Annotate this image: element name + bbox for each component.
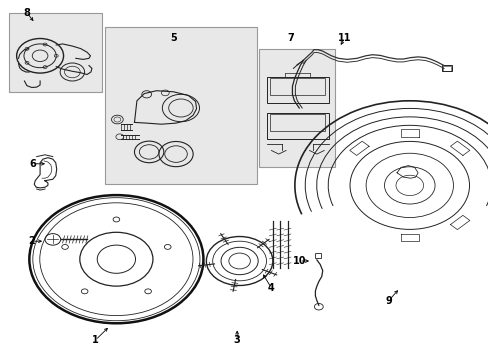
Bar — [270, 78, 325, 95]
Text: 2: 2 — [28, 236, 35, 246]
Bar — [259, 49, 334, 167]
Wedge shape — [270, 185, 488, 291]
Text: 11: 11 — [337, 33, 351, 43]
Text: 4: 4 — [267, 283, 274, 293]
Bar — [270, 114, 325, 131]
Text: 1: 1 — [92, 335, 99, 345]
Text: 5: 5 — [170, 33, 177, 43]
Text: 6: 6 — [29, 159, 36, 169]
Bar — [442, 66, 450, 71]
Text: 10: 10 — [292, 256, 305, 266]
Bar — [266, 113, 328, 139]
Text: 7: 7 — [287, 33, 294, 43]
Text: 8: 8 — [23, 8, 30, 18]
Text: 9: 9 — [385, 296, 391, 306]
Bar — [105, 27, 256, 184]
Text: 3: 3 — [233, 335, 240, 345]
Bar — [314, 253, 320, 258]
Bar — [266, 77, 328, 103]
Bar — [441, 65, 451, 71]
Bar — [9, 13, 102, 92]
